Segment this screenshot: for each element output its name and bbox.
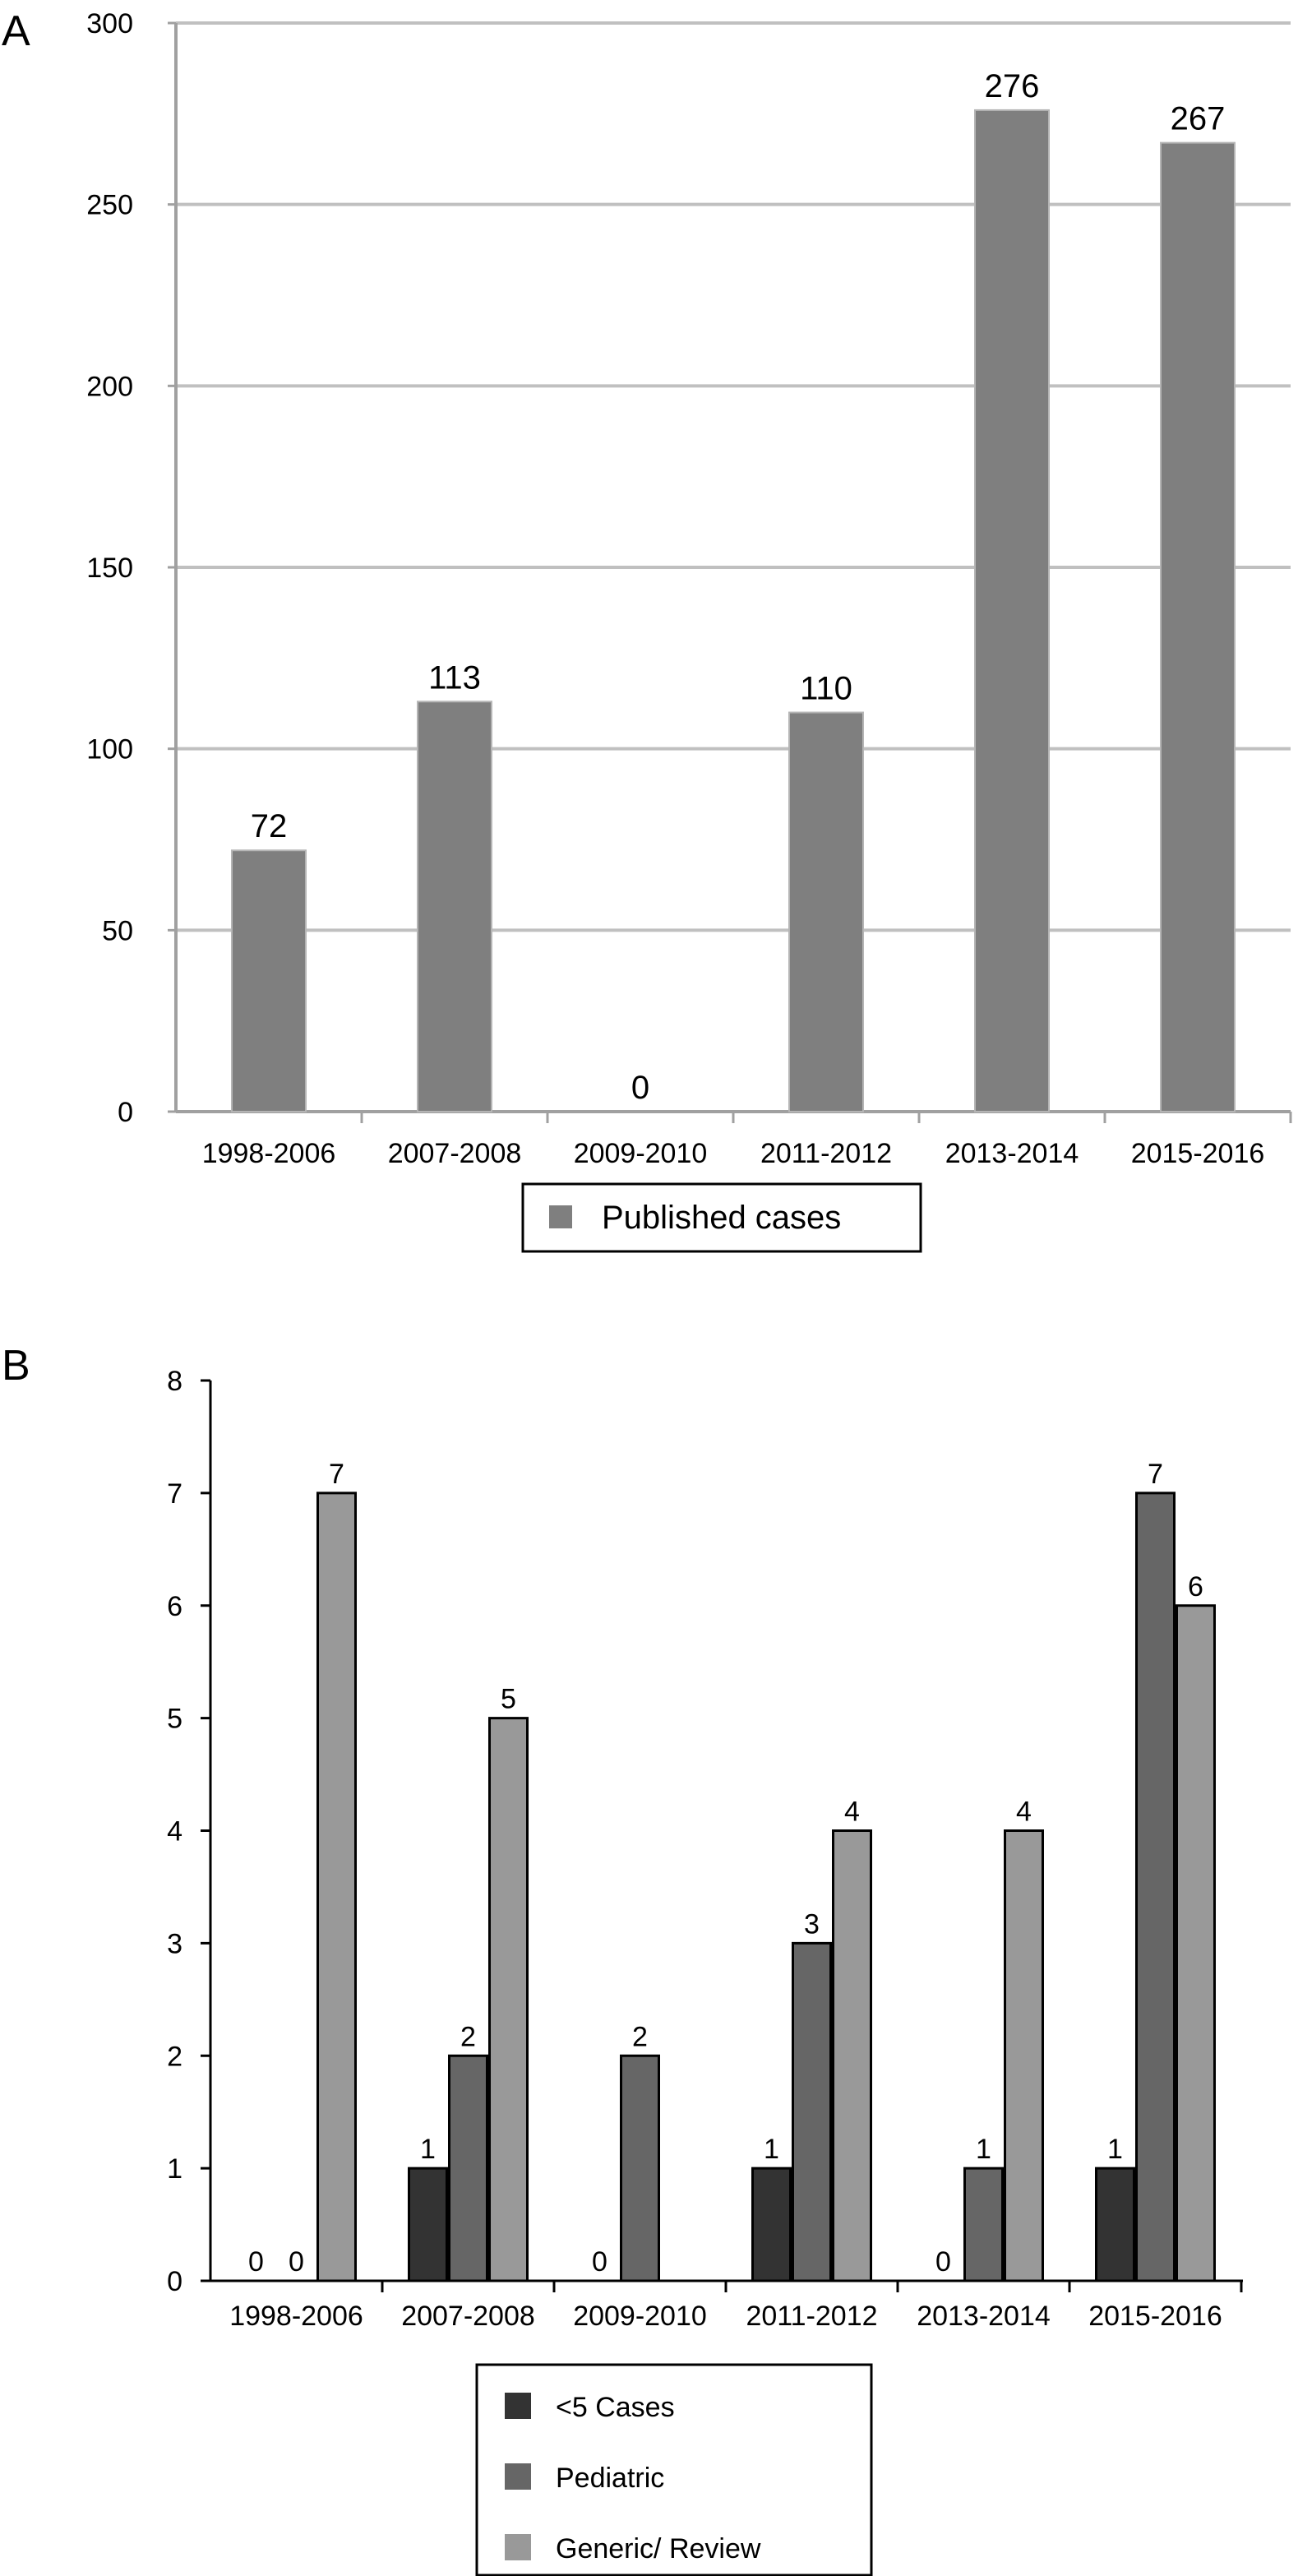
bar xyxy=(974,109,1050,1112)
y-tick-label: 200 xyxy=(86,371,133,402)
data-label: 4 xyxy=(844,1797,860,1828)
bar xyxy=(1135,1491,1176,2282)
data-label: 0 xyxy=(289,2246,304,2278)
legend-swatch xyxy=(505,2463,531,2490)
legend-label: Pediatric xyxy=(556,2463,664,2494)
x-tick-label: 1998-2006 xyxy=(229,2301,363,2332)
panel-label: B xyxy=(2,1342,30,1390)
data-label: 1 xyxy=(976,2134,991,2165)
bar xyxy=(448,2054,488,2282)
x-tick-label: 2009-2010 xyxy=(574,1138,708,1169)
data-label: 0 xyxy=(631,1070,649,1106)
bar xyxy=(620,2054,660,2282)
legend-swatch xyxy=(549,1205,572,1228)
x-tick-label: 2015-2016 xyxy=(1131,1138,1265,1169)
data-label: 7 xyxy=(1148,1459,1163,1490)
bar xyxy=(832,1829,872,2282)
y-tick-label: 0 xyxy=(167,2266,182,2297)
y-tick-label: 2 xyxy=(167,2041,182,2072)
x-tick-label: 2007-2008 xyxy=(401,2301,535,2332)
data-label: 110 xyxy=(800,671,852,707)
y-tick-label: 6 xyxy=(167,1591,182,1622)
data-label: 1 xyxy=(1107,2134,1123,2165)
data-label: 2 xyxy=(632,2021,648,2052)
bar xyxy=(751,2167,792,2282)
y-tick-label: 1 xyxy=(167,2153,182,2185)
bar xyxy=(231,849,307,1112)
y-tick-label: 4 xyxy=(167,1816,182,1848)
x-tick-label: 2013-2014 xyxy=(917,2301,1051,2332)
y-tick-label: 3 xyxy=(167,1928,182,1959)
y-tick-label: 0 xyxy=(118,1097,133,1128)
y-tick-label: 7 xyxy=(167,1478,182,1510)
data-label: 72 xyxy=(251,808,288,844)
legend-label: Generic/ Review xyxy=(556,2533,761,2564)
data-label: 1 xyxy=(764,2134,779,2165)
panel-a-chart: A 0 50 100 150 200 250 300 72 1998-2006 113 2007-20… xyxy=(2,7,1292,1253)
data-label: 0 xyxy=(248,2246,264,2278)
x-tick-label: 2011-2012 xyxy=(746,2301,877,2332)
legend-swatch xyxy=(505,2534,531,2560)
data-label: 276 xyxy=(985,68,1040,104)
data-label: 4 xyxy=(1016,1797,1032,1828)
y-tick-label: 300 xyxy=(86,8,133,39)
data-label: 6 xyxy=(1188,1571,1203,1602)
x-tick-label: 2009-2010 xyxy=(573,2301,707,2332)
legend-box xyxy=(521,1182,922,1253)
y-tick-label: 150 xyxy=(86,553,133,584)
x-tick-label: 2013-2014 xyxy=(945,1138,1079,1169)
data-label: 7 xyxy=(329,1459,344,1490)
data-label: 2 xyxy=(460,2021,476,2052)
legend-label: Published cases xyxy=(602,1200,841,1236)
data-label: 1 xyxy=(420,2134,436,2165)
bar xyxy=(1095,2167,1135,2282)
data-label: 3 xyxy=(804,1908,820,1940)
x-tick-label: 2007-2008 xyxy=(388,1138,522,1169)
y-tick-label: 8 xyxy=(167,1366,182,1397)
data-label: 113 xyxy=(428,659,481,696)
bar xyxy=(417,701,492,1112)
panel-label: A xyxy=(2,7,30,55)
x-tick-label: 2011-2012 xyxy=(760,1138,892,1169)
data-label: 0 xyxy=(935,2246,951,2278)
bar xyxy=(792,1941,832,2282)
bar xyxy=(488,1717,529,2282)
x-tick-label: 1998-2006 xyxy=(202,1138,336,1169)
bar xyxy=(408,2167,448,2282)
bar xyxy=(788,711,864,1112)
y-tick-label: 250 xyxy=(86,190,133,221)
y-tick-label: 100 xyxy=(86,734,133,765)
legend-swatch xyxy=(505,2393,531,2419)
legend-label: <5 Cases xyxy=(556,2392,675,2423)
x-tick-label: 2015-2016 xyxy=(1088,2301,1222,2332)
data-label: 5 xyxy=(501,1684,516,1715)
bar xyxy=(963,2167,1004,2282)
bar xyxy=(1176,1604,1216,2282)
bar xyxy=(1160,141,1236,1112)
bar xyxy=(1004,1829,1044,2282)
y-tick-label: 50 xyxy=(102,915,133,946)
data-label: 267 xyxy=(1171,101,1226,137)
data-label: 0 xyxy=(592,2246,607,2278)
legend-box xyxy=(475,2363,873,2576)
y-tick-label: 5 xyxy=(167,1704,182,1735)
bar xyxy=(316,1491,357,2282)
